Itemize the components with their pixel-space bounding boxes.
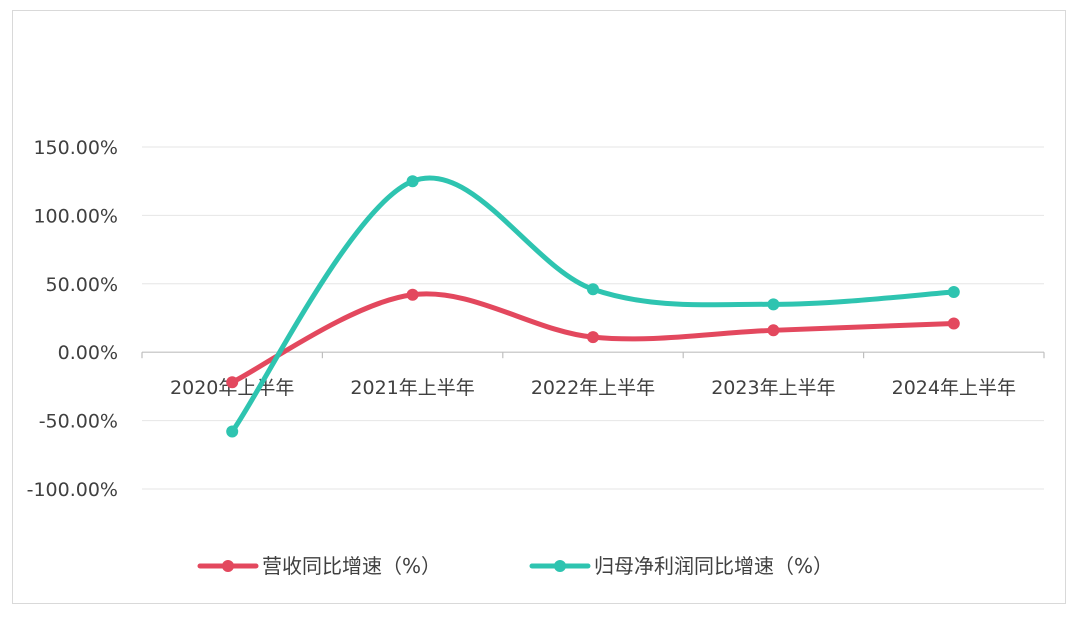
data-point-net-profit[interactable] (226, 425, 239, 438)
data-point-revenue[interactable] (767, 324, 780, 337)
data-point-revenue[interactable] (406, 288, 419, 301)
y-tick-label: -50.00% (39, 411, 118, 433)
data-point-net-profit[interactable] (947, 286, 960, 299)
legend-label-revenue: 营收同比增速（%） (262, 554, 441, 578)
data-point-net-profit[interactable] (587, 283, 599, 296)
x-tick-labels: 2020年上半年2021年上半年2022年上半年2023年上半年2024年上半年 (170, 377, 1016, 399)
legend-marker-revenue (222, 560, 234, 572)
legend-item-net-profit[interactable]: 归母净利润同比增速（%） (529, 554, 833, 578)
series-markers (226, 175, 960, 438)
y-tick-label: 150.00% (33, 137, 118, 159)
legend: 营收同比增速（%） 归母净利润同比增速（%） (197, 554, 833, 578)
gridlines (142, 146, 1044, 490)
x-tick-label: 2023年上半年 (711, 377, 835, 399)
x-tick-label: 2021年上半年 (350, 377, 474, 399)
data-point-revenue[interactable] (947, 317, 960, 330)
x-axis (141, 351, 1045, 359)
legend-item-revenue[interactable]: 营收同比增速（%） (197, 554, 441, 578)
chart-frame (12, 10, 1066, 604)
y-tick-label: 0.00% (58, 342, 118, 364)
data-point-net-profit[interactable] (406, 175, 419, 188)
y-tick-label: 50.00% (46, 274, 118, 296)
data-point-revenue[interactable] (587, 331, 599, 344)
y-tick-label: -100.00% (27, 479, 118, 501)
x-tick-label: 2022年上半年 (531, 377, 655, 399)
legend-label-net-profit: 归母净利润同比增速（%） (594, 554, 833, 578)
legend-marker-net-profit (554, 560, 566, 572)
x-tick-label: 2024年上半年 (892, 377, 1016, 399)
y-tick-labels: -100.00% -50.00% 0.00% 50.00% 100.00% 150.00% (27, 137, 118, 501)
y-tick-label: 100.00% (33, 205, 118, 227)
series-line-net-profit (229, 175, 957, 435)
data-point-revenue[interactable] (226, 376, 239, 389)
data-point-net-profit[interactable] (767, 298, 780, 311)
